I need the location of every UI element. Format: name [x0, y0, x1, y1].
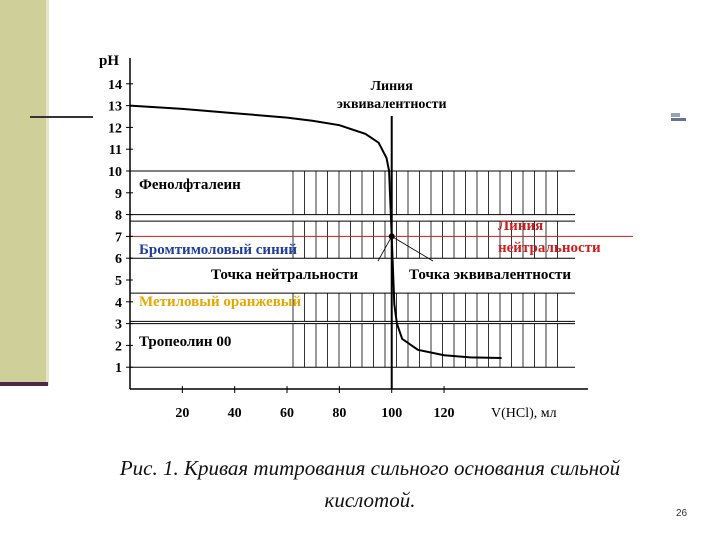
- indicator-label-0: Фенолфталеин: [139, 177, 241, 193]
- decorative-mark-right: [664, 113, 686, 121]
- y-tick-label: 14: [108, 78, 122, 93]
- x-axis-label: V(HCl), мл: [491, 406, 557, 421]
- x-tick-label: 120: [434, 406, 455, 421]
- equivalence-point-label: Точка эквивалентности: [409, 267, 571, 283]
- equivalence-label-line-1: Линия: [371, 79, 414, 94]
- y-tick-label: 2: [115, 339, 122, 354]
- x-tick-label: 40: [228, 406, 242, 421]
- y-tick-label: 10: [108, 165, 122, 180]
- page-number: 26: [676, 508, 688, 519]
- neutrality-label-line-1: Линия: [498, 218, 543, 234]
- titration-curve: [129, 104, 502, 359]
- y-tick-label: 7: [115, 230, 122, 245]
- x-tick-label: 80: [332, 406, 346, 421]
- y-axis-label: pH: [99, 53, 119, 69]
- y-tick-label: 3: [115, 318, 122, 333]
- neutral-point-callout: [377, 236, 393, 262]
- y-tick-label: 8: [115, 209, 122, 224]
- indicator-label-1: Бромтимоловый синий: [139, 242, 297, 258]
- y-tick-label: 1: [115, 361, 122, 376]
- indicator-label-3: Тропеолин 00: [139, 334, 231, 350]
- y-tick-label: 13: [108, 100, 122, 115]
- neutrality-label-line-2: нейтральности: [498, 240, 601, 256]
- y-tick-label: 5: [115, 274, 122, 289]
- neutral-point-label: Точка нейтральности: [211, 267, 359, 283]
- figure-caption: Рис. 1. Кривая титрования сильного основ…: [40, 452, 700, 516]
- y-tick-label: 6: [115, 252, 122, 267]
- y-tick-label: 4: [115, 296, 122, 311]
- decorative-rule-top: [30, 116, 96, 118]
- equivalence-label-line-2: эквивалентности: [337, 97, 447, 112]
- y-tick-label: 11: [109, 143, 122, 158]
- caption-line-1: Рис. 1. Кривая титрования сильного основ…: [119, 456, 621, 480]
- chart-panel: 1 2 3 4 5 6 7 8 9 10 11 12 13 14 pH 20 40 60 80 100 120 V(HCl…: [93, 48, 671, 428]
- equivalence-point-callout: [391, 236, 434, 262]
- caption-line-2: кислотой.: [324, 488, 416, 512]
- decorative-side-bar-edge: [46, 0, 49, 385]
- indicator-label-2: Метиловый оранжевый: [139, 294, 302, 310]
- x-tick-label: 60: [280, 406, 294, 421]
- decorative-side-bar: [0, 0, 46, 385]
- decorative-rule-left: [0, 382, 48, 386]
- y-tick-label: 9: [115, 187, 122, 202]
- y-tick-label: 12: [108, 121, 122, 136]
- x-tick-label: 100: [381, 406, 402, 421]
- x-tick-label: 20: [175, 406, 189, 421]
